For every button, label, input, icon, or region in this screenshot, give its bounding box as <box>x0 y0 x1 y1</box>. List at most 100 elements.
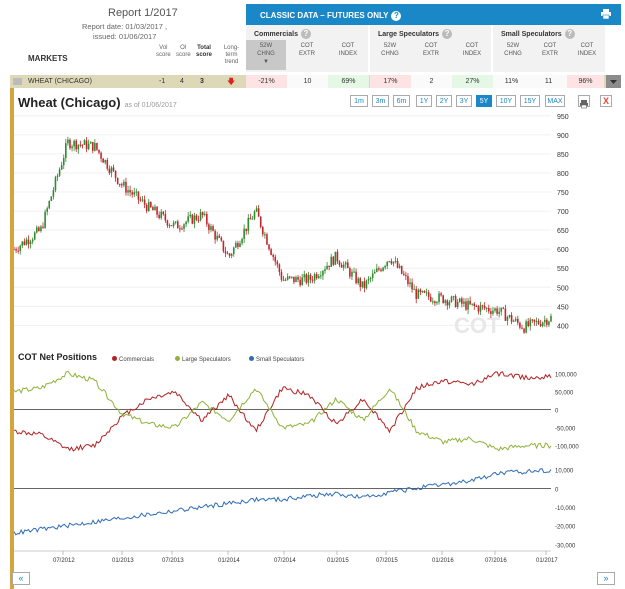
candle-body <box>427 292 430 297</box>
candle-body <box>487 307 490 312</box>
close-icon[interactable]: X <box>600 95 612 107</box>
zoom-6m[interactable]: 6m <box>393 95 410 107</box>
vol-score: -1 <box>159 78 166 85</box>
candle-body <box>347 262 349 269</box>
x-tick-label: 01/2014 <box>218 558 240 564</box>
candle-body <box>467 300 469 310</box>
candle-body <box>307 275 310 283</box>
dropdown-toggle[interactable] <box>606 75 621 88</box>
candle-body <box>398 265 401 268</box>
col-cot-index-comm[interactable]: COT INDEX <box>338 43 358 57</box>
zoom-1Y[interactable]: 1Y <box>416 95 432 107</box>
next-button[interactable]: » <box>597 572 615 585</box>
candle-body <box>91 141 94 151</box>
col-cot-extr-small[interactable]: COT EXTR <box>541 43 558 57</box>
zoom-5Y[interactable]: 5Y <box>476 95 492 107</box>
report-header: Report 1/2017 Report date: 01/03/2017 , … <box>0 0 245 72</box>
candle-body <box>546 319 548 325</box>
candle-body <box>145 204 148 212</box>
oi-score-header[interactable]: OI score <box>176 45 191 58</box>
candle-body <box>477 306 480 312</box>
candle-body <box>373 271 376 274</box>
candle-body <box>147 202 150 212</box>
candle-body <box>334 251 337 265</box>
zoom-1m[interactable]: 1m <box>350 95 368 107</box>
candle-body <box>179 228 181 230</box>
series-small-specs <box>14 468 552 536</box>
vol-score-header[interactable]: Vol score <box>156 45 171 58</box>
candle-body <box>226 253 229 255</box>
candle-body <box>52 190 55 197</box>
candle-body <box>390 261 393 264</box>
candle-body <box>187 216 189 222</box>
price-tick-label: 950 <box>557 114 569 121</box>
candle-body <box>48 200 51 209</box>
candle-body <box>313 274 316 281</box>
zoom-2Y[interactable]: 2Y <box>436 95 452 107</box>
candle-body <box>251 218 254 220</box>
zoom-MAX[interactable]: MAX <box>545 95 565 107</box>
candle-body <box>353 271 355 273</box>
candle-body <box>535 320 538 322</box>
chevron-down-icon <box>610 80 617 84</box>
legend-item-2[interactable]: Small Speculators <box>249 356 304 363</box>
col-52w-chng-comm[interactable]: 52W CHNG ▼ <box>246 40 286 70</box>
prev-button[interactable]: « <box>12 572 30 585</box>
market-name[interactable]: WHEAT (CHICAGO) <box>28 78 92 85</box>
col-52w-chng-small[interactable]: 52W CHNG <box>504 43 522 57</box>
help-icon[interactable]: ? <box>391 11 402 21</box>
x-tick-label: 07/2016 <box>485 558 507 564</box>
candle-body <box>135 191 138 193</box>
candle-body <box>355 271 357 284</box>
candle-body <box>382 267 384 271</box>
candle-body <box>278 264 281 273</box>
candle-body <box>176 221 179 229</box>
candle-body <box>396 260 399 268</box>
candle-body <box>512 320 515 322</box>
candle-body <box>299 279 301 286</box>
col-cot-index-large[interactable]: COT INDEX <box>462 43 482 57</box>
candle-body <box>456 301 459 308</box>
print-button[interactable] <box>578 95 590 109</box>
candle-body <box>150 202 152 208</box>
candle-body <box>531 319 534 321</box>
candle-body <box>118 183 121 185</box>
candle-body <box>444 300 447 303</box>
candle-body <box>243 228 245 239</box>
candle-body <box>235 242 237 248</box>
help-icon[interactable]: ? <box>442 29 453 39</box>
candle-body <box>112 167 115 171</box>
candle-body <box>212 226 214 231</box>
candle-body <box>276 261 279 265</box>
print-icon[interactable] <box>601 9 611 19</box>
candle-body <box>75 140 78 150</box>
candle-body <box>529 319 532 327</box>
group-small-specs: Small Speculators? 52W CHNG COT EXTR COT IN… <box>493 25 606 72</box>
candle-body <box>253 211 256 219</box>
cot-lower-tick: -10,000 <box>555 506 576 512</box>
candle-body <box>527 321 529 327</box>
candle-body <box>394 260 397 262</box>
candle-body <box>27 239 30 245</box>
zoom-10Y[interactable]: 10Y <box>496 95 516 107</box>
zoom-15Y[interactable]: 15Y <box>520 95 540 107</box>
col-cot-extr-comm[interactable]: COT EXTR <box>298 43 315 57</box>
trend-header[interactable]: Long-term trend <box>223 45 240 65</box>
col-cot-index-small[interactable]: COT INDEX <box>577 43 597 57</box>
candle-body <box>463 301 465 304</box>
col-52w-chng-large[interactable]: 52W CHNG <box>381 43 399 57</box>
legend-item-1[interactable]: Large Speculators <box>175 356 231 363</box>
legend-item-0[interactable]: Commercials <box>112 356 154 363</box>
zoom-3m[interactable]: 3m <box>372 95 389 107</box>
total-score-header[interactable]: Total score <box>196 45 213 58</box>
candle-body <box>423 290 426 293</box>
zoom-3Y[interactable]: 3Y <box>456 95 472 107</box>
help-icon[interactable]: ? <box>564 29 575 39</box>
report-issued: issued: 01/06/2017 <box>93 32 157 41</box>
candle-body <box>340 264 343 268</box>
cot-upper-tick: 50,000 <box>555 391 574 397</box>
col-cot-extr-large[interactable]: COT EXTR <box>422 43 439 57</box>
candle-body <box>280 272 283 280</box>
help-icon[interactable]: ? <box>300 29 311 39</box>
candle-body <box>326 265 328 270</box>
